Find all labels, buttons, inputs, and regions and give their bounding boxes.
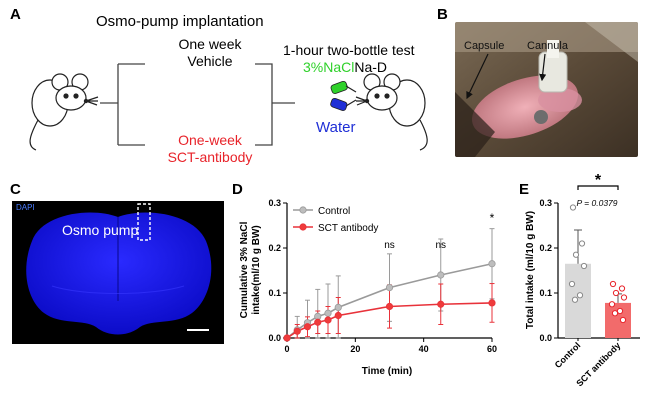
panel-b-letter: B — [437, 6, 448, 23]
surgery-photo — [455, 22, 638, 157]
chart-d-points — [283, 260, 496, 342]
na-d-label: Na-D — [354, 59, 388, 75]
chart-e-bar — [605, 302, 631, 338]
cannula-label: Cannula — [527, 40, 568, 52]
chart-d-tick-labels: 0.0 0.1 0.2 0.3 0 20 40 60 — [268, 198, 497, 354]
chart-d-ylabel-line1: Cumulative 3% NaCl — [239, 221, 250, 318]
antibody-line2: SCT-antibody — [167, 149, 253, 165]
chart-e-ylabel: Total intake (ml/10 g BW) — [525, 211, 536, 329]
chart-d-legend-label: Control — [318, 206, 350, 217]
chart-d-point — [488, 260, 496, 268]
chart-e-point — [612, 289, 620, 297]
vehicle-line2: Vehicle — [187, 53, 233, 69]
chart-d-xtick-label: 40 — [419, 344, 429, 354]
chart-d-point — [334, 311, 342, 320]
chart-e-point — [608, 301, 616, 308]
chart-e-point — [620, 294, 628, 301]
chart-d-ytick-label: 0.3 — [268, 198, 281, 208]
chart-d-point — [437, 271, 445, 279]
chart-d-legend-label: SCT antibody — [318, 223, 378, 234]
chart-d-annotation: * — [490, 211, 495, 225]
osmo-pump-label: Osmo pump — [62, 222, 139, 238]
chart-d-legend-marker — [299, 223, 307, 231]
vehicle-line1: One week — [178, 36, 242, 52]
chart-e-point — [578, 240, 586, 247]
brain-section-image — [12, 201, 224, 344]
chart-d-point — [293, 327, 301, 335]
nacl-na-d-label: 3%NaClNa-D — [303, 59, 387, 75]
chart-d-point — [283, 334, 291, 342]
p-value-label: P = 0.0379 — [576, 198, 617, 208]
chart-e-point — [572, 251, 580, 258]
chart-e-point — [576, 292, 584, 299]
significance-bracket — [577, 185, 619, 190]
chart-d-legend: Control SCT antibody — [293, 206, 378, 234]
chart-e-ytick-label: 0.3 — [539, 198, 552, 208]
osmo-pump-title: Osmo-pump implantation — [96, 13, 264, 30]
chart-e-point — [571, 296, 579, 303]
chart-d-xtick-label: 20 — [350, 344, 360, 354]
nacl-label: 3%NaCl — [303, 59, 355, 75]
water-label: Water — [316, 119, 356, 136]
chart-d-ytick-label: 0.1 — [268, 288, 281, 298]
chart-e-point — [618, 285, 626, 292]
chart-d-point — [437, 300, 445, 308]
panel-d-letter: D — [232, 181, 243, 198]
panel-c-letter: C — [10, 181, 21, 198]
chart-e-xtick-label: Control — [553, 340, 583, 370]
significance-star: * — [595, 172, 602, 189]
chart-d-point — [324, 316, 332, 324]
chart-e-ytick-label: 0.1 — [539, 288, 552, 298]
chart-e-point — [609, 280, 617, 288]
chart-d-point — [303, 323, 312, 331]
chart-d-point — [488, 299, 496, 307]
capsule-label: Capsule — [464, 40, 505, 52]
two-bottle-test-title: 1-hour two-bottle test — [283, 42, 415, 58]
chart-d-annotation: ns — [435, 240, 446, 251]
chart-d-ytick-label: 0.0 — [268, 333, 281, 343]
chart-e-point — [568, 280, 576, 288]
dapi-label: DAPI — [16, 203, 35, 212]
chart-e-ytick-label: 0.0 — [539, 333, 552, 343]
chart-d-point — [334, 303, 342, 311]
chart-d-xtick-label: 0 — [284, 344, 289, 354]
chart-d-point — [385, 283, 394, 292]
chart-d-legend-marker — [299, 206, 307, 214]
antibody-line1: One-week — [178, 132, 242, 148]
chart-e-point — [611, 310, 619, 317]
chart-d-annotation: ns — [384, 240, 395, 251]
chart-d-axes — [283, 202, 493, 342]
chart-e-point — [580, 262, 588, 270]
chart-e-points — [568, 204, 628, 324]
chart-d-point — [314, 318, 322, 326]
chart-e-point — [619, 316, 627, 324]
chart-d-ylabel-line2: intake(ml/10 g BW) — [251, 225, 262, 314]
chart-d-annotations: ns ns * — [384, 211, 494, 251]
panel-e-letter: E — [519, 181, 530, 198]
panel-a-letter: A — [10, 6, 21, 23]
chart-d-xlabel: Time (min) — [362, 366, 412, 377]
chart-e-point — [569, 204, 577, 211]
chart-d-xtick-label: 60 — [487, 344, 497, 354]
chart-e-ytick-label: 0.2 — [539, 243, 552, 253]
chart-d-point — [385, 302, 394, 311]
chart-d-ytick-label: 0.2 — [268, 243, 281, 253]
chart-e-bar — [565, 263, 591, 338]
chart-e-point — [616, 307, 624, 315]
